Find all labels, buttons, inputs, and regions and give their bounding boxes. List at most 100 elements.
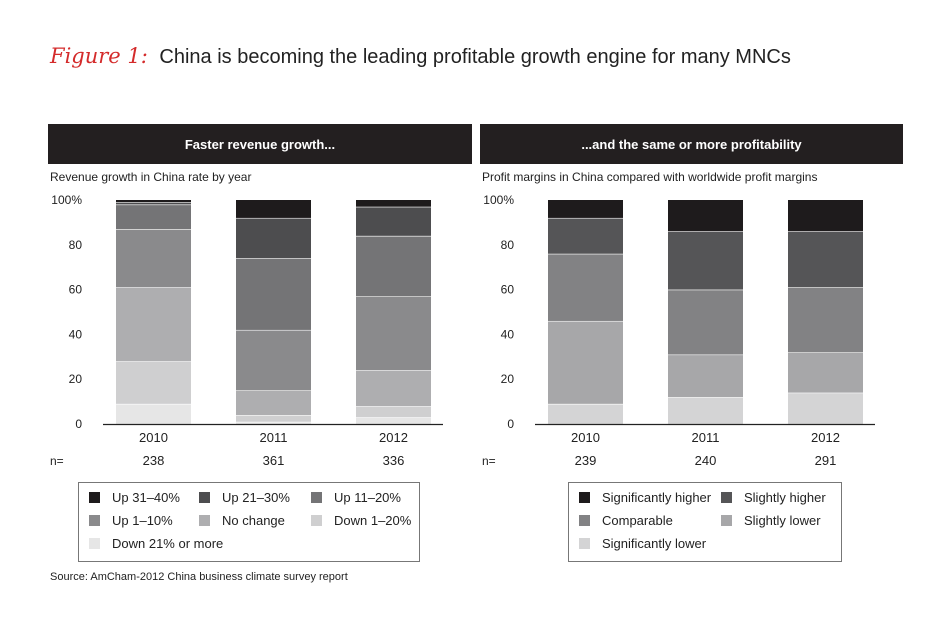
bar-segment-up-11-20	[356, 235, 431, 297]
x-tick-label: 2010	[139, 430, 168, 445]
legend-label: Up 31–40%	[112, 490, 180, 505]
legend-swatch	[89, 515, 100, 526]
y-tick-label: 80	[501, 238, 515, 252]
x-tick-label: 2012	[811, 430, 840, 445]
bar-segment-significantly-higher	[788, 200, 863, 232]
legend-swatch	[721, 492, 732, 503]
legend-swatch	[89, 492, 100, 503]
n-value: 239	[575, 453, 597, 468]
legend-label: Slightly lower	[744, 513, 821, 528]
legend-item-down-1-20: Down 1–20%	[311, 513, 411, 528]
bar-segment-down-21-or-more	[236, 421, 311, 424]
legend-swatch	[579, 515, 590, 526]
bar-segment-significantly-lower	[548, 403, 623, 424]
legend-item-up-11-20: Up 11–20%	[311, 490, 401, 505]
left-panel-header: Faster revenue growth...	[48, 124, 472, 164]
figure-label: Figure 1:	[50, 44, 148, 68]
x-tick-label: 2010	[571, 430, 600, 445]
n-value: 291	[815, 453, 837, 468]
profit-margin-legend: Significantly higher Slightly higher Compa…	[568, 482, 842, 562]
legend-item-up-31-40: Up 31–40%	[89, 490, 180, 505]
legend-label: Up 21–30%	[222, 490, 290, 505]
bar-segment-slightly-lower	[668, 354, 743, 398]
x-tick-label: 2011	[260, 430, 288, 445]
bar-segment-up-31-40	[356, 200, 431, 207]
bar-segment-up-21-30	[356, 206, 431, 236]
legend-label: Significantly higher	[602, 490, 712, 505]
revenue-growth-legend: Up 31–40% Up 21–30% Up 11–20% Up 1–10% No ch…	[78, 482, 420, 562]
bar-segment-up-1-10	[236, 329, 311, 391]
y-tick-label: 40	[501, 327, 515, 341]
bar-segment-up-11-20	[116, 204, 191, 230]
legend-item-no-change: No change	[199, 513, 285, 528]
n-value: 238	[143, 453, 165, 468]
figure-title: Figure 1: China is becoming the leading …	[50, 44, 791, 69]
bar-segment-down-1-20	[116, 361, 191, 404]
bar-segment-up-31-40	[236, 200, 311, 218]
left-chart-subtitle: Revenue growth in China rate by year	[50, 170, 252, 184]
bar-segment-slightly-lower	[548, 320, 623, 404]
bar-segment-up-21-30	[236, 217, 311, 259]
bar-segment-down-21-or-more	[356, 417, 431, 424]
bar-segment-up-1-10	[356, 296, 431, 371]
legend-label: Up 11–20%	[334, 490, 401, 505]
legend-swatch	[311, 515, 322, 526]
legend-item-significantly-lower: Significantly lower	[579, 536, 706, 551]
bar-segment-up-21-30	[116, 202, 191, 205]
legend-label: Down 1–20%	[334, 513, 412, 528]
n-label: n=	[50, 454, 64, 468]
bar-segment-no-change	[236, 390, 311, 416]
legend-label: No change	[222, 513, 285, 528]
legend-item-significantly-higher: Significantly higher	[579, 490, 711, 505]
legend-item-up-21-30: Up 21–30%	[199, 490, 290, 505]
n-value: 361	[263, 453, 285, 468]
y-tick-label: 20	[501, 372, 515, 386]
bar-segment-no-change	[116, 287, 191, 362]
bar-segment-significantly-higher	[548, 200, 623, 218]
legend-swatch	[311, 492, 322, 503]
bar-segment-significantly-lower	[668, 397, 743, 424]
right-panel-header: ...and the same or more profitability	[480, 124, 903, 164]
legend-swatch	[579, 538, 590, 549]
bar-segment-slightly-higher	[668, 231, 743, 290]
bar-segment-significantly-lower	[788, 392, 863, 424]
legend-label: Significantly lower	[602, 536, 707, 551]
y-tick-label: 100%	[483, 193, 514, 207]
right-chart-subtitle: Profit margins in China compared with wo…	[482, 170, 818, 184]
y-tick-label: 0	[507, 417, 514, 431]
y-tick-label: 60	[501, 283, 515, 297]
legend-swatch	[199, 492, 210, 503]
x-tick-label: 2012	[379, 430, 408, 445]
legend-label: Comparable	[602, 513, 673, 528]
bar-segment-significantly-higher	[668, 200, 743, 232]
legend-swatch	[199, 515, 210, 526]
legend-swatch	[721, 515, 732, 526]
legend-swatch	[89, 538, 100, 549]
bar-segment-comparable	[548, 253, 623, 321]
bar-segment-slightly-higher	[548, 217, 623, 254]
bar-segment-up-11-20	[236, 258, 311, 330]
profit-margin-chart: 0 20 40 60 80 100% 2010 239 2011 240 2012 291 n=	[482, 193, 875, 468]
legend-swatch	[579, 492, 590, 503]
legend-item-slightly-higher: Slightly higher	[721, 490, 826, 505]
bar-segment-comparable	[788, 287, 863, 353]
source-note: Source: AmCham-2012 China business clima…	[50, 571, 348, 583]
legend-item-comparable: Comparable	[579, 513, 673, 528]
legend-label: Down 21% or more	[112, 536, 224, 551]
bar-segment-down-1-20	[236, 415, 311, 422]
bar-segment-up-1-10	[116, 229, 191, 288]
legend-label: Up 1–10%	[112, 513, 173, 528]
legend-label: Slightly higher	[744, 490, 826, 505]
bar-segment-slightly-lower	[788, 352, 863, 393]
bar-segment-no-change	[356, 370, 431, 407]
bar-segment-slightly-higher	[788, 231, 863, 288]
x-tick-label: 2011	[692, 430, 720, 445]
legend-item-down-21-or-more: Down 21% or more	[89, 536, 223, 551]
y-tick-label: 100%	[51, 193, 82, 207]
legend-item-up-1-10: Up 1–10%	[89, 513, 173, 528]
y-tick-label: 20	[69, 372, 83, 386]
bar-segment-down-1-20	[356, 406, 431, 418]
y-tick-label: 40	[69, 327, 83, 341]
bar-segment-down-21-or-more	[116, 403, 191, 424]
figure-title-text: China is becoming the leading profitable…	[159, 46, 791, 68]
